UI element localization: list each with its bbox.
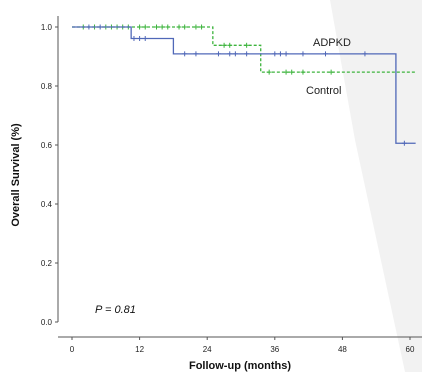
series-layer [72, 24, 416, 146]
p-value-annotation: P = 0.81 [95, 304, 136, 316]
censor-mark-adpkd [244, 51, 250, 57]
censor-mark-adpkd [142, 36, 148, 42]
censor-mark-adpkd [277, 51, 283, 57]
censor-mark-control [289, 69, 295, 75]
censor-mark-control [154, 24, 159, 30]
x-axis-title: Follow-up (months) [189, 360, 291, 372]
censor-mark-control [137, 24, 143, 30]
censor-mark-adpkd [215, 51, 221, 57]
censor-mark-control [199, 24, 205, 30]
y-tick-label: 0.8 [41, 82, 53, 91]
y-axis-ticks: 0.0 0.2 0.4 0.6 0.8 1.0 [41, 23, 58, 327]
y-tick-label: 0.0 [41, 318, 53, 327]
x-tick-label: 60 [406, 345, 415, 354]
censor-mark-adpkd [86, 24, 92, 30]
y-axis-title: Overall Survival (%) [10, 123, 22, 227]
censor-mark-adpkd [272, 51, 278, 57]
series-line-control [72, 26, 416, 73]
censor-mark-control [300, 69, 306, 75]
censor-mark-adpkd [283, 51, 289, 57]
censor-mark-adpkd [137, 36, 143, 42]
censor-mark-adpkd [97, 24, 103, 30]
censor-mark-control [159, 24, 165, 30]
x-tick-label: 24 [203, 345, 212, 354]
series-label-adpkd: ADPKD [313, 37, 351, 49]
y-tick-label: 0.4 [41, 200, 53, 209]
censor-mark-adpkd [131, 36, 137, 42]
censor-mark-adpkd [323, 51, 328, 57]
censor-mark-control [182, 24, 188, 30]
x-tick-label: 48 [338, 345, 347, 354]
censor-mark-control [176, 24, 182, 30]
censor-mark-control [165, 24, 171, 30]
censor-mark-control [227, 42, 233, 48]
x-tick-label: 0 [70, 345, 75, 354]
censor-mark-control [244, 42, 250, 48]
censor-mark-adpkd [227, 51, 233, 57]
y-tick-label: 1.0 [41, 23, 53, 32]
censor-mark-adpkd [401, 140, 407, 146]
watermark-shape [330, 0, 422, 372]
x-tick-label: 36 [270, 345, 279, 354]
censor-mark-adpkd [362, 51, 368, 57]
x-tick-label: 12 [135, 345, 144, 354]
y-tick-label: 0.2 [41, 259, 53, 268]
censor-mark-control [266, 69, 272, 75]
censor-mark-control [193, 24, 199, 30]
censor-mark-control [142, 24, 148, 30]
series-line-adpkd [72, 26, 416, 144]
censor-mark-adpkd [182, 51, 188, 57]
y-tick-label: 0.6 [41, 141, 53, 150]
censor-mark-control [283, 69, 289, 75]
censor-mark-adpkd [193, 51, 199, 57]
censor-mark-adpkd [232, 51, 238, 57]
series-label-control: Control [306, 85, 341, 97]
censor-mark-control [328, 69, 334, 75]
x-axis-ticks: 0 12 24 36 48 60 [70, 337, 415, 354]
censor-mark-adpkd [300, 51, 306, 57]
censor-mark-control [221, 42, 227, 48]
